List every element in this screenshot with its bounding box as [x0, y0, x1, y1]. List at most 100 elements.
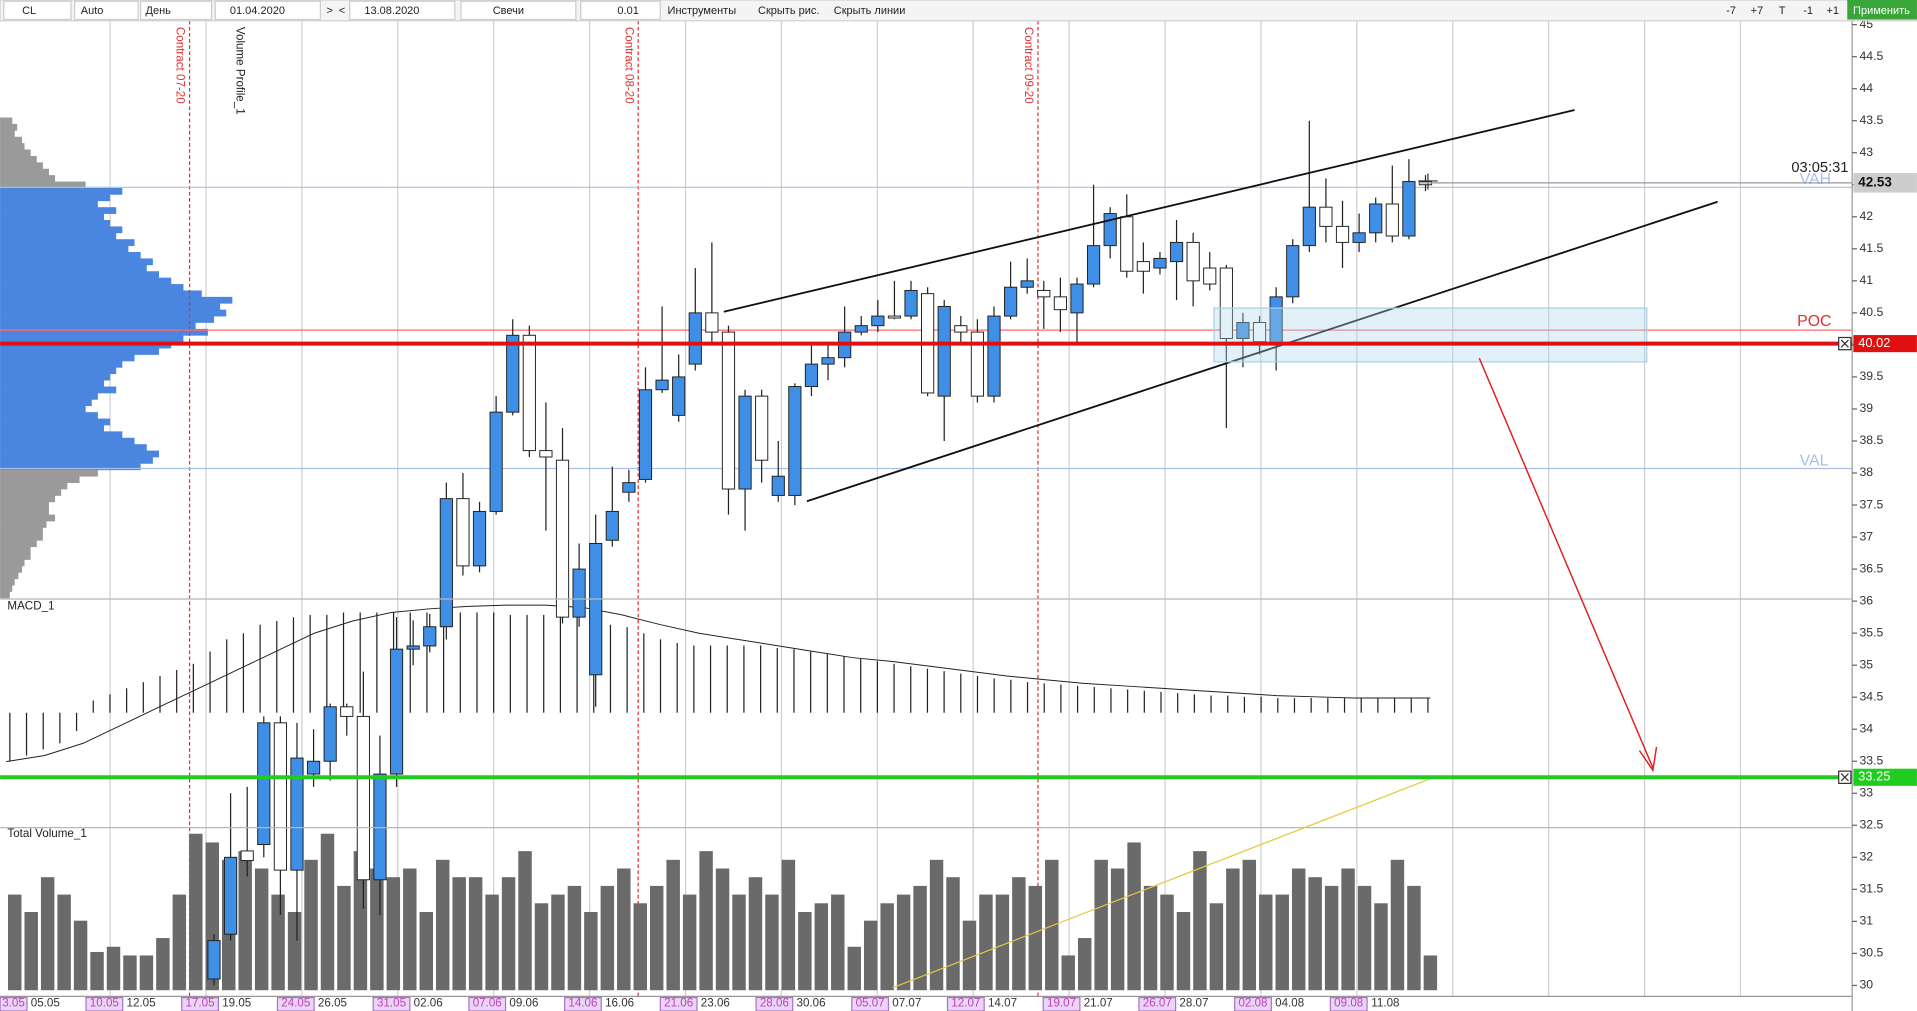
candle-body [1186, 241, 1200, 282]
volume-name: Total Volume_1 [7, 827, 86, 840]
volume-bar [534, 903, 549, 991]
last-price-label: 42.53 [1858, 174, 1892, 189]
zoom-button[interactable]: +1 [1826, 5, 1839, 17]
profile-bar [0, 578, 15, 586]
step-input[interactable] [580, 0, 661, 21]
candle-body [1236, 321, 1250, 339]
date-from-input[interactable] [214, 0, 321, 21]
candle-body [1203, 267, 1217, 285]
y-tick-label: 38 [1859, 465, 1873, 479]
candle-body [207, 940, 221, 980]
candle-body [323, 706, 337, 762]
contract-label: Contract 09-20 [1022, 27, 1035, 104]
profile-bar [0, 309, 227, 317]
candle-body [1219, 267, 1233, 339]
volume-bar [238, 851, 252, 991]
profile-bar [0, 399, 92, 407]
volume-bar [106, 946, 121, 991]
candle-body [1086, 245, 1101, 285]
date-to-input[interactable] [349, 0, 456, 21]
apply-button[interactable] [1847, 0, 1917, 20]
candle-body [721, 331, 736, 490]
volume-bar [1374, 903, 1388, 991]
volume-bar [1209, 903, 1224, 991]
y-tick-label: 44.5 [1859, 49, 1883, 63]
candle-body [1003, 286, 1018, 317]
candle-body [688, 312, 702, 365]
candle-body [755, 395, 769, 461]
profile-bar [0, 431, 123, 439]
profile-bar [0, 412, 98, 419]
candle-body [1302, 206, 1316, 247]
arrow-line[interactable] [1478, 357, 1654, 769]
style-select[interactable] [460, 0, 577, 21]
date-label: 14.06 [568, 997, 597, 1010]
date-label: 07.06 [473, 997, 502, 1010]
profile-bar [0, 521, 47, 528]
volume-bar [1226, 868, 1240, 991]
y-tick-label: 41.5 [1859, 241, 1883, 255]
zone-rectangle[interactable] [1213, 307, 1648, 363]
candle-body [970, 331, 985, 397]
profile-bar [0, 219, 111, 227]
profile-bar [0, 123, 18, 131]
zoom-button[interactable]: -7 [1726, 5, 1736, 17]
zoom-button[interactable]: T [1779, 5, 1786, 17]
volume-bar [1308, 877, 1322, 991]
overlay: 4544.54443.54342.54241.54140.54039.53938… [0, 17, 1917, 1011]
hide-drawings-button[interactable]: Скрыть рис. [758, 5, 819, 17]
scale-select[interactable] [74, 0, 139, 21]
volume-bar [485, 894, 499, 991]
profile-bar [0, 360, 123, 368]
profile-bar [0, 232, 117, 240]
candle-body [472, 510, 487, 567]
candle-body [887, 315, 902, 319]
hide-lines-button[interactable]: Скрыть линии [834, 5, 906, 17]
profile-bar [0, 501, 49, 509]
volume-bar [1291, 868, 1306, 991]
period-select[interactable] [140, 0, 213, 21]
date-label: 16.06 [605, 997, 634, 1010]
y-tick-label: 41 [1859, 273, 1873, 287]
profile-bar [0, 348, 159, 355]
trend-line[interactable] [806, 200, 1718, 503]
trend-line[interactable] [723, 109, 1575, 313]
profile-bar [0, 303, 221, 311]
yellow-line[interactable] [892, 778, 1431, 989]
volume-bar [1390, 859, 1405, 991]
tools-button[interactable]: Инструменты [668, 5, 737, 17]
volume-bar [863, 920, 878, 991]
profile-bar [0, 367, 117, 375]
date-highlight [851, 996, 890, 1011]
zoom-button[interactable]: +7 [1751, 5, 1764, 17]
date-label: 28.07 [1179, 997, 1208, 1010]
symbol-select[interactable] [3, 0, 72, 21]
candle-body [589, 542, 603, 676]
nav-button[interactable]: < [339, 5, 345, 17]
volume-bar [1341, 868, 1355, 991]
date-label: 09.08 [1334, 997, 1363, 1010]
profile-bar [0, 463, 141, 471]
profile-bar [0, 277, 172, 285]
plot-area: Volume Profile_1 Contract 07-20 Contract 0… [0, 20, 1853, 997]
profile-bar [0, 284, 184, 291]
volume-bar [600, 885, 615, 991]
profile-bar [0, 469, 98, 477]
y-tick-label: 39.5 [1859, 369, 1883, 383]
zoom-button[interactable]: -1 [1803, 5, 1813, 17]
date-label: 09.06 [509, 997, 538, 1010]
y-tick-label: 33 [1859, 786, 1873, 800]
profile-bar [0, 418, 111, 426]
scale: Auto [81, 5, 104, 17]
y-tick-label: 34 [1859, 721, 1873, 735]
macd-name: MACD_1 [7, 599, 54, 612]
nav-button[interactable]: > [326, 5, 332, 17]
y-tick-label: 38.5 [1859, 433, 1883, 447]
volume-bar [1275, 894, 1289, 991]
profile-bar [0, 328, 208, 336]
volume-bar [337, 885, 351, 991]
candle-body [506, 334, 520, 413]
candle-body [871, 315, 885, 327]
